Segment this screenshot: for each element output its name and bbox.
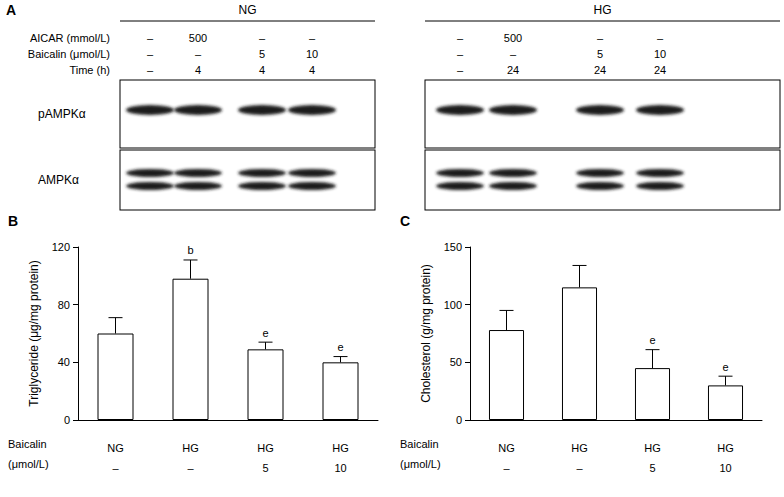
svg-text:NG: NG [239,3,257,17]
svg-text:5: 5 [597,48,603,60]
svg-text:–: – [112,462,119,474]
svg-text:HG: HG [717,442,734,454]
svg-text:–: – [457,64,464,76]
svg-text:–: – [576,462,583,474]
svg-text:Baicalin: Baicalin [400,438,439,450]
svg-text:40: 40 [58,356,70,368]
svg-text:HG: HG [644,442,661,454]
svg-text:50: 50 [450,356,462,368]
svg-text:100: 100 [444,299,462,311]
svg-text:0: 0 [456,414,462,426]
svg-text:Triglyceride (μg/mg protein): Triglyceride (μg/mg protein) [27,260,41,407]
svg-text:80: 80 [58,299,70,311]
svg-text:10: 10 [306,48,318,60]
svg-text:–: – [147,64,154,76]
svg-text:4: 4 [309,64,315,76]
svg-text:150: 150 [444,241,462,253]
svg-text:24: 24 [594,64,606,76]
svg-text:HG: HG [182,442,199,454]
svg-text:e: e [649,334,655,346]
svg-text:Baicalin (μmol/L): Baicalin (μmol/L) [28,48,110,60]
svg-text:–: – [187,462,194,474]
svg-text:Baicalin: Baicalin [8,438,47,450]
svg-text:–: – [147,32,154,44]
svg-text:NG: NG [107,442,124,454]
svg-text:–: – [147,48,154,60]
svg-text:–: – [597,32,604,44]
svg-text:–: – [457,32,464,44]
svg-text:Time (h): Time (h) [69,64,110,76]
svg-text:–: – [259,32,266,44]
svg-text:HG: HG [332,442,349,454]
svg-text:b: b [187,244,193,256]
svg-text:AMPKα: AMPKα [38,173,79,187]
svg-text:500: 500 [504,32,522,44]
svg-text:e: e [722,361,728,373]
svg-text:5: 5 [262,462,268,474]
svg-text:5: 5 [259,48,265,60]
svg-text:–: – [503,462,510,474]
svg-text:4: 4 [195,64,201,76]
svg-text:AICAR (mmol/L): AICAR (mmol/L) [30,32,110,44]
svg-text:e: e [262,327,268,339]
svg-text:5: 5 [649,462,655,474]
svg-text:C: C [400,213,410,229]
svg-text:A: A [6,2,16,18]
svg-text:–: – [657,32,664,44]
svg-text:(μmol/L): (μmol/L) [8,458,49,470]
svg-text:10: 10 [719,462,731,474]
svg-text:24: 24 [654,64,666,76]
svg-text:24: 24 [507,64,519,76]
svg-text:HG: HG [571,442,588,454]
svg-text:–: – [309,32,316,44]
svg-text:(μmol/L): (μmol/L) [400,458,441,470]
svg-text:B: B [8,213,18,229]
svg-text:HG: HG [594,3,612,17]
svg-text:Cholesterol (g/mg protein): Cholesterol (g/mg protein) [419,264,433,403]
svg-text:e: e [337,341,343,353]
svg-text:HG: HG [257,442,274,454]
svg-text:10: 10 [654,48,666,60]
svg-text:10: 10 [334,462,346,474]
svg-text:–: – [510,48,517,60]
svg-text:–: – [195,48,202,60]
svg-text:pAMPKα: pAMPKα [38,107,86,121]
svg-text:NG: NG [498,442,515,454]
svg-text:120: 120 [52,241,70,253]
svg-text:0: 0 [64,414,70,426]
svg-text:500: 500 [189,32,207,44]
svg-text:–: – [457,48,464,60]
svg-text:4: 4 [259,64,265,76]
